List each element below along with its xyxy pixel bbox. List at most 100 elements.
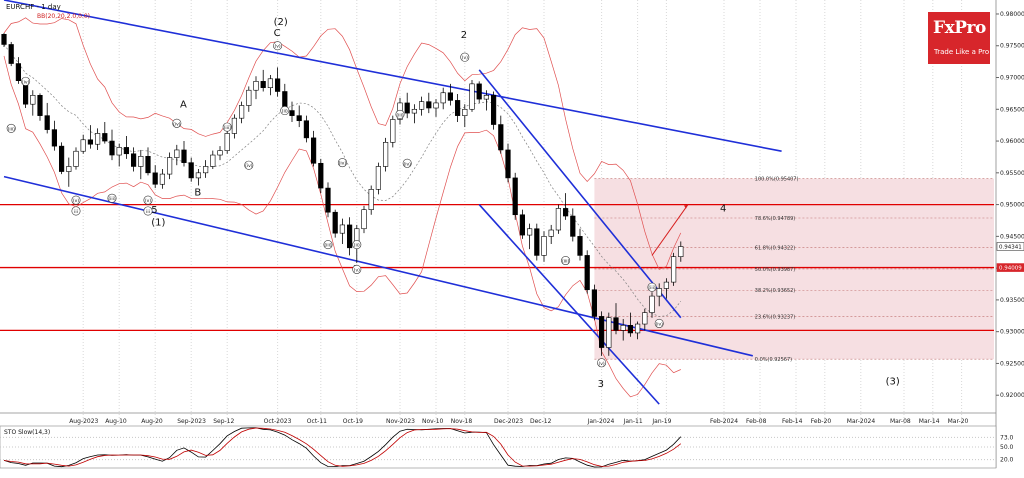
- candle-body: [260, 81, 266, 88]
- wave-annotation-circle: [460, 52, 470, 62]
- y-tick-label: 0.93500: [1000, 297, 1024, 304]
- y-tick-label: 0.94500: [1000, 233, 1024, 240]
- candle-body: [462, 108, 468, 116]
- wave-annotation-circle: [107, 193, 117, 203]
- x-tick-label: Sep-12: [213, 418, 234, 425]
- candle-body: [123, 147, 129, 155]
- wave-label: (1): [151, 218, 165, 229]
- candle-body: [15, 63, 22, 81]
- candle-body: [37, 95, 43, 116]
- candle-body: [663, 281, 669, 289]
- candle-body: [591, 289, 597, 317]
- candle-body: [649, 295, 655, 313]
- x-tick-label: Oct-11: [307, 418, 327, 425]
- candle-body: [30, 95, 36, 105]
- candle-body: [167, 157, 173, 175]
- candle-body: [159, 173, 166, 185]
- candle-body: [490, 95, 497, 125]
- candle-body: [613, 317, 619, 331]
- candle-body: [73, 150, 79, 167]
- candle-body: [310, 137, 317, 164]
- candle-body: [577, 236, 583, 256]
- price-badge: [996, 242, 1024, 251]
- wave-annotation-label: (iv): [655, 321, 663, 327]
- wave-label: 3: [598, 379, 604, 390]
- candle-body: [203, 166, 209, 174]
- x-tick-label: Nov-18: [451, 418, 473, 425]
- wave-label: 4: [720, 204, 726, 215]
- candle-body: [642, 312, 648, 325]
- projection-arrow: [651, 204, 689, 256]
- candle-body: [498, 124, 504, 151]
- y-tick-label: 0.96000: [1000, 138, 1024, 145]
- candle-body: [303, 120, 310, 139]
- candle-body: [66, 166, 72, 172]
- candle-body: [318, 162, 324, 189]
- candle-body: [145, 156, 151, 174]
- candle-body: [296, 115, 302, 122]
- candle-body: [548, 229, 554, 237]
- wave-label: (3): [886, 376, 900, 387]
- logo-tagline: Trade Like a Pro: [934, 48, 990, 56]
- candle-body: [346, 224, 353, 249]
- wave-annotation-label: (iv): [339, 161, 347, 167]
- candle-body: [418, 101, 425, 110]
- wave-annotation-circle: [71, 206, 81, 216]
- candle-body: [656, 288, 662, 297]
- bollinger-middle: [3, 44, 682, 317]
- wave-annotation-label: (v): [599, 361, 605, 367]
- price-badge-label: 0.94009: [999, 266, 1022, 272]
- wave-annotation-label: (ii): [354, 243, 360, 249]
- symbol-label: EURCHF - 1 day: [6, 3, 61, 11]
- wave-annotation-circle: [337, 158, 347, 168]
- candle-body: [181, 149, 187, 163]
- candle-body: [512, 177, 518, 216]
- wave-annotation-label: (v): [145, 198, 151, 204]
- fib-level-label: 78.6%(0.94789): [755, 216, 796, 222]
- candle-body: [8, 44, 14, 64]
- x-tick-label: Aug-10: [105, 418, 127, 425]
- candle-body: [483, 95, 490, 100]
- candle-body: [390, 119, 396, 143]
- candle-body: [339, 224, 346, 234]
- fib-level-label: 23.6%(0.93237): [755, 315, 796, 321]
- candle-body: [195, 172, 202, 179]
- candle-body: [375, 166, 382, 190]
- bollinger-upper: [3, 17, 682, 270]
- wave-annotation-label: (v): [462, 55, 468, 61]
- wave-annotation-circle: [402, 158, 412, 168]
- wave-annotation-circle: [323, 240, 333, 250]
- wave-label: A: [180, 99, 187, 110]
- candle-body: [246, 89, 252, 106]
- wave-annotation-circle: [244, 160, 254, 170]
- candle-body: [534, 228, 540, 256]
- wave-annotation-circle: [273, 41, 283, 51]
- x-tick-label: Nov-10: [422, 418, 444, 425]
- candle-body: [138, 156, 144, 167]
- fxpro-logo: FxPro Trade Like a Pro: [928, 12, 990, 64]
- wave-label: (2): [274, 17, 288, 28]
- candle-body: [325, 187, 331, 213]
- candle-body: [361, 209, 367, 230]
- candle-body: [116, 147, 122, 156]
- trend-line: [3, 0, 782, 153]
- wave-annotation-label: (ii): [282, 109, 288, 115]
- indicator-label: BB(20,20,2.0,0.0): [37, 13, 90, 20]
- sto-tick-label: 50.0: [1000, 444, 1014, 451]
- sto-d-line: [3, 427, 682, 467]
- wave-label: 5: [151, 205, 157, 216]
- bollinger-lower: [3, 55, 681, 398]
- wave-annotation-circle: [71, 195, 81, 205]
- wave-annotation-label: (iv): [173, 121, 181, 127]
- candle-body: [526, 228, 533, 236]
- candle-body: [620, 325, 626, 331]
- x-tick-label: Feb-20: [811, 418, 832, 425]
- x-tick-label: Feb-2024: [710, 418, 738, 425]
- wave-annotation-label: (iv): [22, 79, 30, 85]
- x-tick-label: Mar-2024: [847, 418, 876, 425]
- candle-body: [562, 208, 569, 217]
- wave-annotation-label: (iii): [224, 125, 232, 131]
- candle-body: [267, 78, 274, 88]
- projection-arrow-head: [684, 204, 688, 209]
- wave-annotation-label: (iii): [648, 285, 656, 291]
